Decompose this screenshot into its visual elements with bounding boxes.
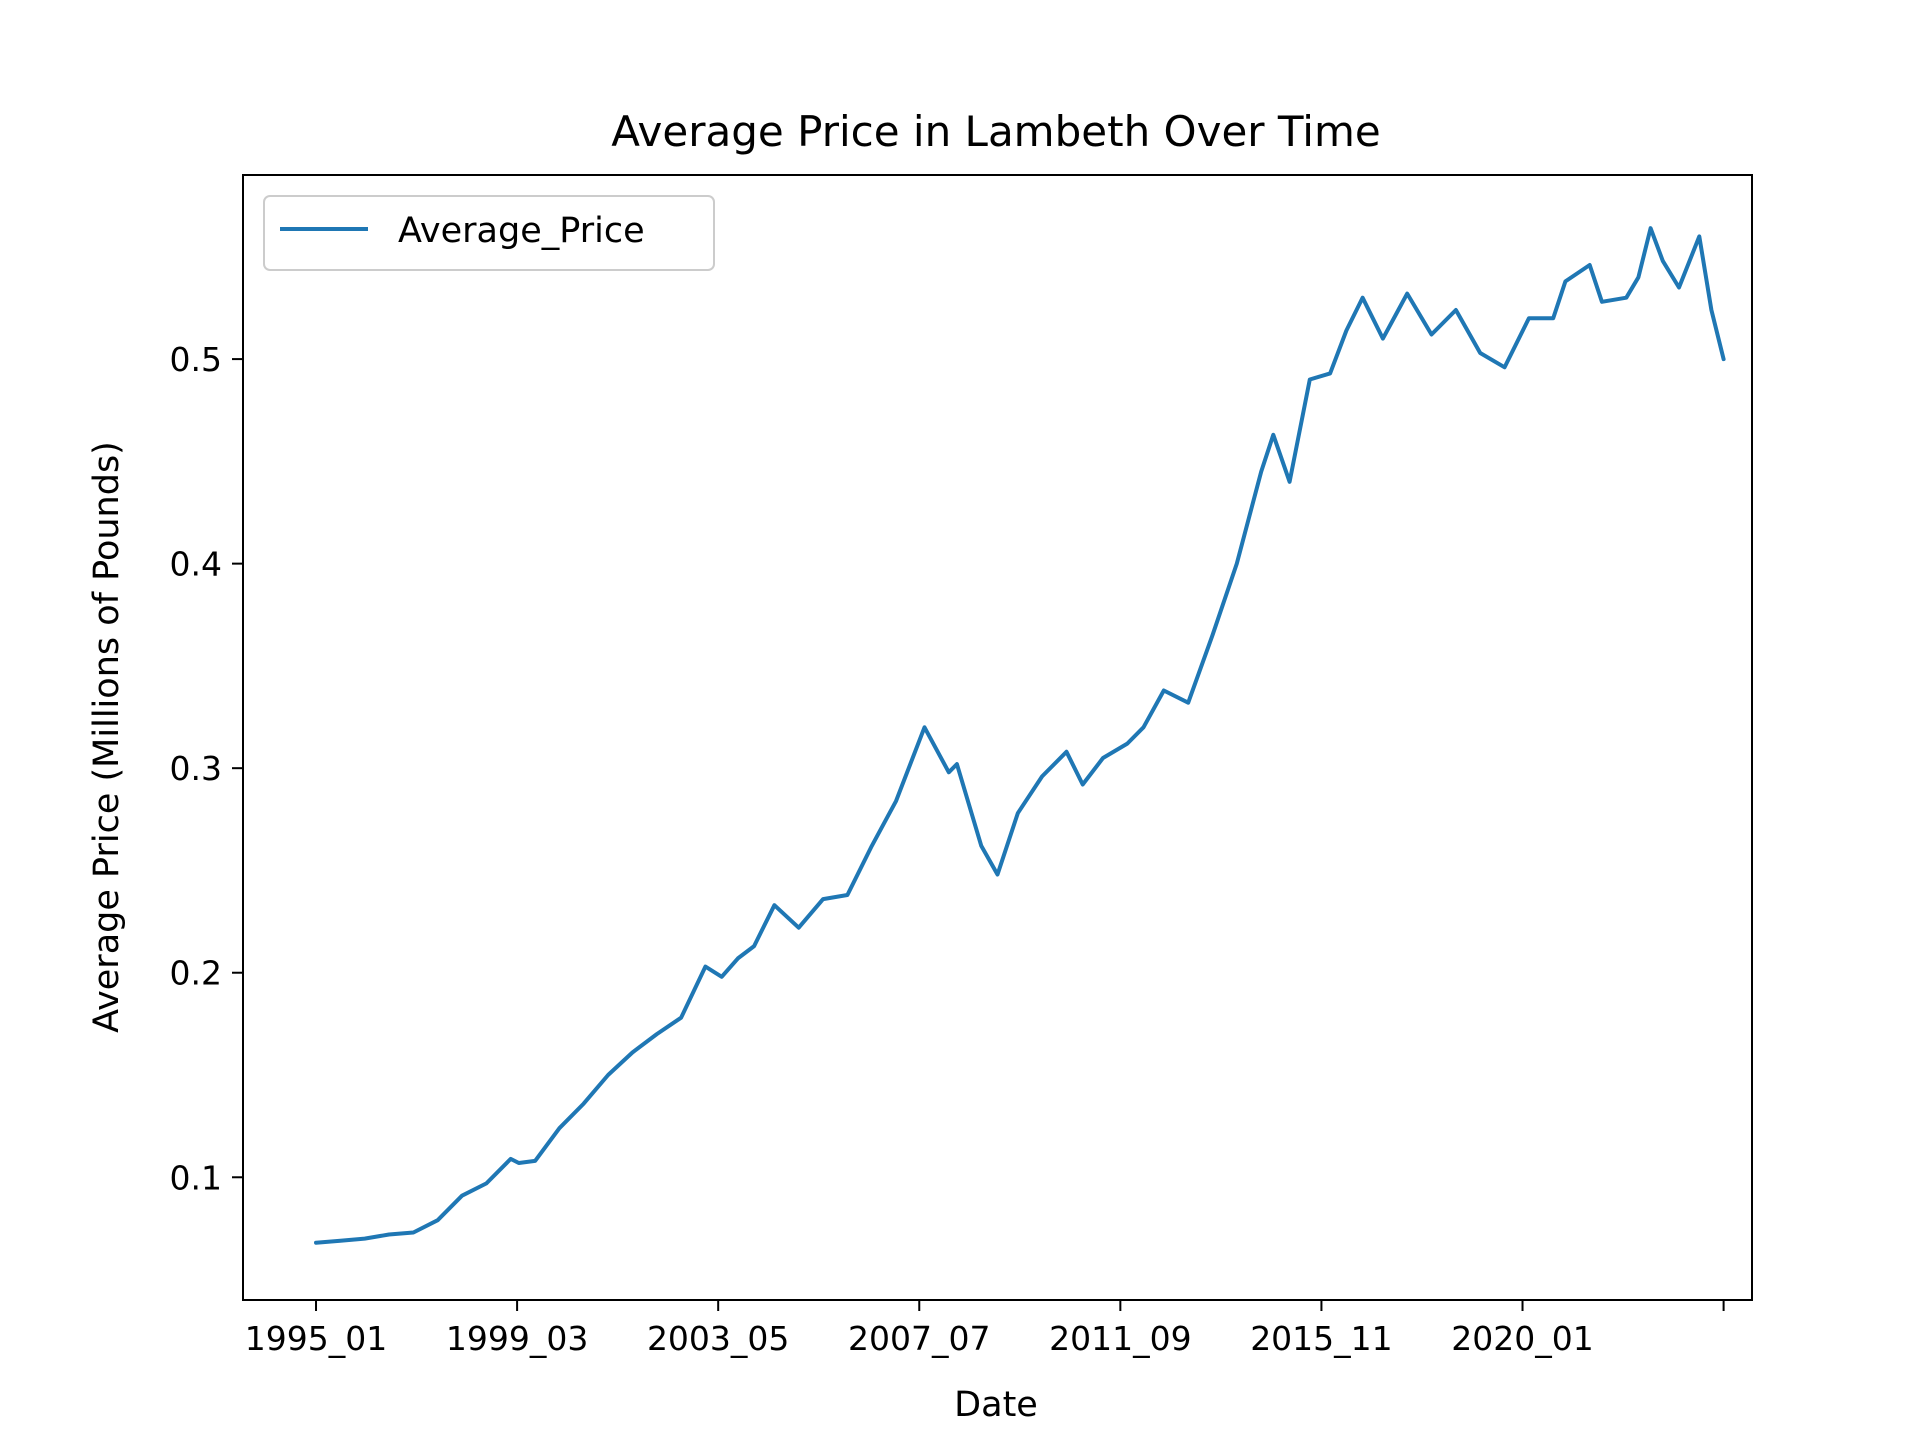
x-tick-label: 1995_01 (245, 1319, 387, 1358)
x-tick-label: 2011_09 (1049, 1319, 1191, 1358)
x-tick-label: 2020_01 (1451, 1319, 1593, 1358)
chart-title: Average Price in Lambeth Over Time (611, 107, 1380, 156)
legend-box (263, 195, 715, 271)
y-tick-label: 0.4 (170, 545, 222, 584)
y-tick-label: 0.1 (170, 1158, 222, 1197)
x-tick-label: 2007_07 (848, 1319, 990, 1358)
y-tick-label: 0.3 (170, 749, 222, 788)
y-axis-ticks: 0.1 0.2 0.3 0.4 0.5 (170, 340, 243, 1197)
y-tick-label: 0.2 (170, 954, 222, 993)
x-tick-label: 2003_05 (647, 1319, 789, 1358)
legend: Average_Price (263, 195, 715, 271)
legend-label-average-price: Average_Price (398, 211, 645, 251)
plot-area-frame (242, 174, 1753, 1301)
series-line-average-price (314, 226, 1726, 1245)
x-axis-label: Date (954, 1385, 1038, 1425)
y-axis-label: Average Price (Millions of Pounds) (87, 441, 127, 1033)
y-tick-label: 0.5 (170, 340, 222, 379)
x-axis-ticks: 1995_01 1999_03 2003_05 2007_07 2011_09 2015_… (245, 1300, 1725, 1358)
x-tick-label: 2015_11 (1250, 1319, 1392, 1358)
x-tick-label: 1999_03 (446, 1319, 588, 1358)
